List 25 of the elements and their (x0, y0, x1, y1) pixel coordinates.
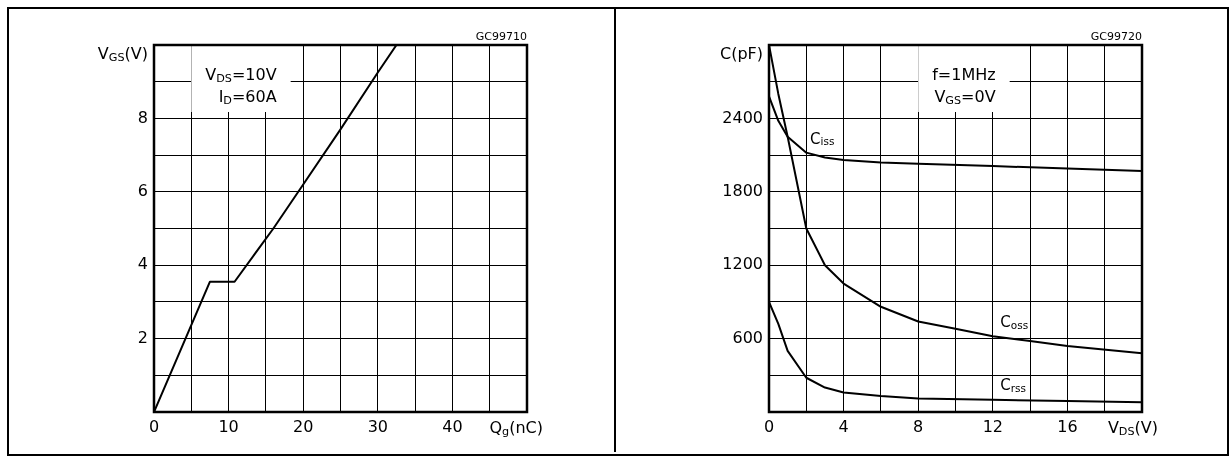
x-tick-label: 20 (293, 416, 314, 436)
x-tick-label: 12 (982, 416, 1003, 436)
y-tick-label: 1800 (722, 180, 763, 200)
x-tick-label: 0 (763, 416, 775, 436)
y-tick-label: 2400 (722, 107, 763, 127)
x-tick-label: 4 (838, 416, 849, 436)
x-tick-label: 10 (218, 416, 239, 436)
x-tick-label: 0 (148, 416, 160, 436)
y-axis-title: C(pF) (719, 44, 763, 64)
y-tick-label: 8 (137, 107, 148, 127)
y-tick-label: 600 (732, 327, 763, 347)
x-tick-label: 30 (367, 416, 388, 436)
x-tick-label: 40 (442, 416, 463, 436)
x-tick-label: 16 (1057, 416, 1078, 436)
series-label: Coss (1000, 313, 1029, 332)
annotation: f=1MHz (932, 65, 996, 85)
series-label: Ciss (810, 129, 835, 148)
y-tick-label: 1200 (722, 254, 763, 274)
text: GC99710 (475, 29, 528, 43)
y-tick-label: 6 (137, 180, 148, 200)
y-tick-label: 2 (137, 327, 148, 347)
x-tick-label: 8 (913, 416, 924, 436)
y-tick-label: 4 (137, 254, 148, 274)
series-label: Crss (1000, 375, 1026, 394)
text: GC99720 (1090, 29, 1143, 43)
